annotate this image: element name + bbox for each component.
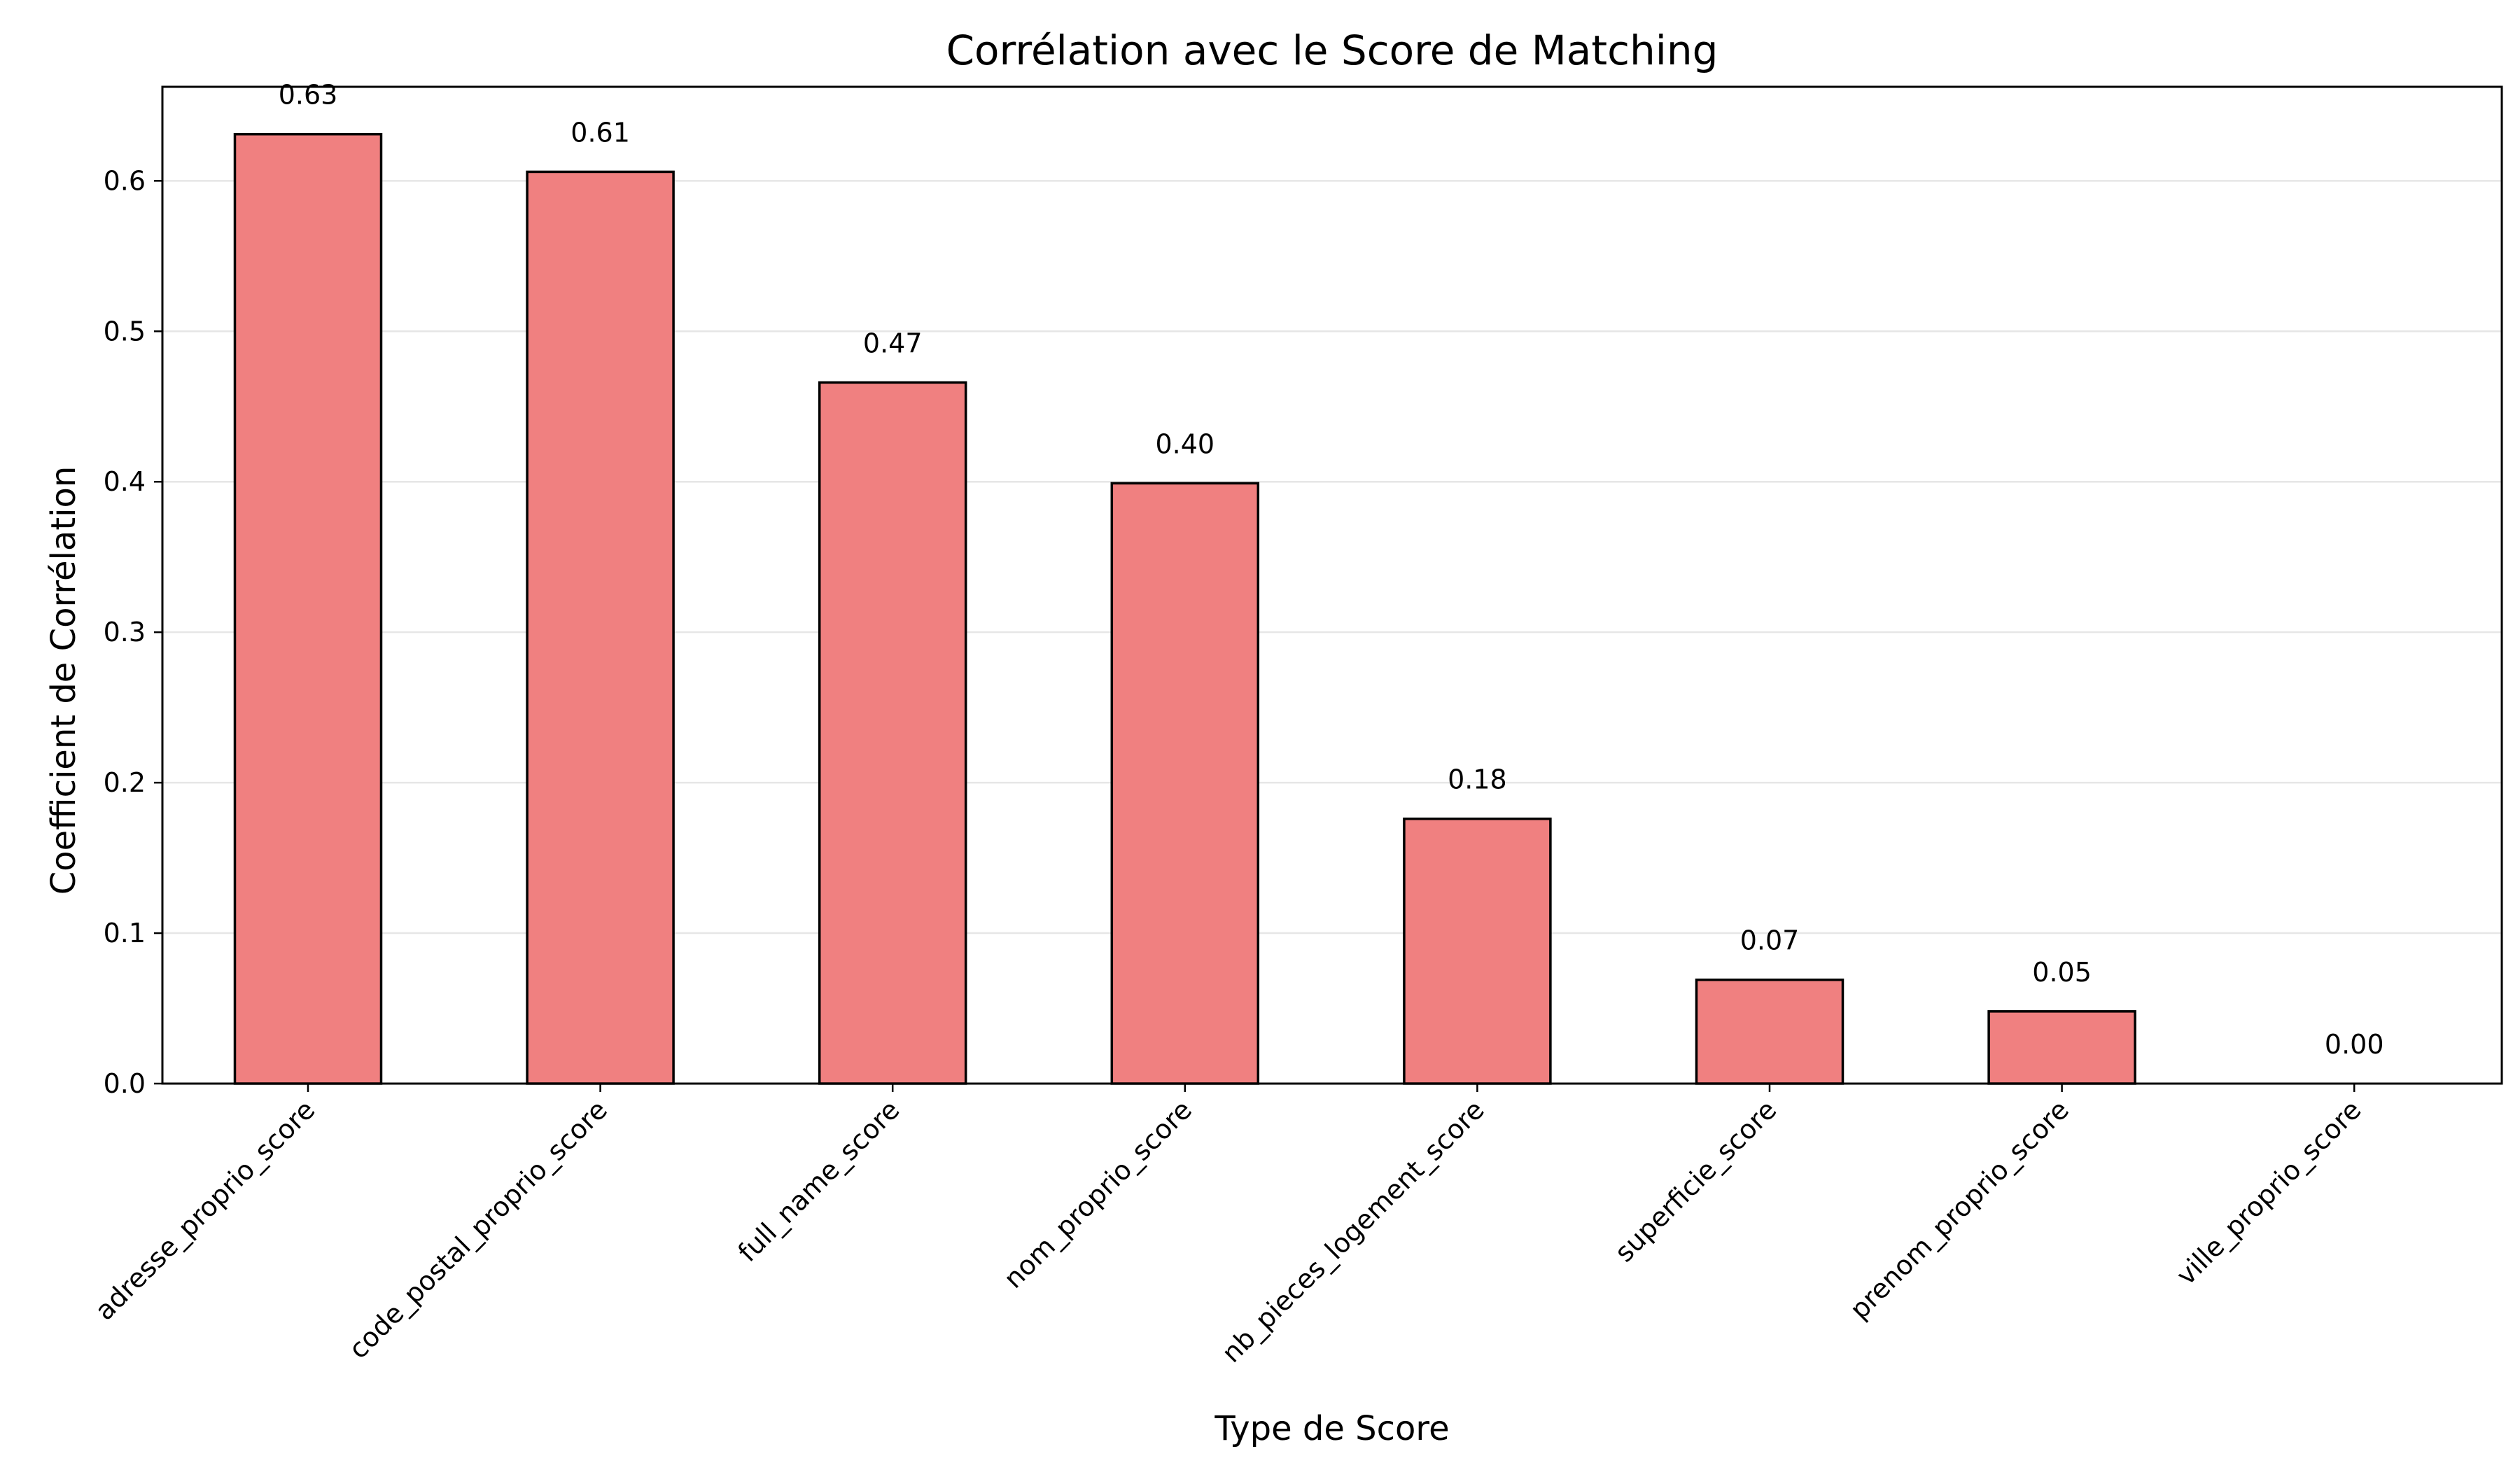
value-label-superficie_score: 0.07	[1740, 925, 1800, 956]
chart-title: Corrélation avec le Score de Matching	[946, 27, 1718, 74]
value-label-ville_proprio_score: 0.00	[2325, 1029, 2384, 1060]
y-tick-label: 0.4	[104, 466, 146, 497]
bar-superficie_score	[1695, 978, 1844, 1085]
plot-frame	[161, 85, 2503, 1085]
y-tick-label: 0.1	[104, 918, 146, 948]
value-label-prenom_proprio_score: 0.05	[2032, 957, 2092, 988]
value-label-nom_proprio_score: 0.40	[1155, 428, 1214, 459]
bar-full_name_score	[818, 381, 967, 1085]
y-tick-label: 0.2	[104, 767, 146, 798]
bar-prenom_proprio_score	[1987, 1010, 2136, 1085]
value-label-code_postal_proprio_score: 0.61	[570, 117, 630, 148]
bar-adresse_proprio_score	[233, 132, 383, 1085]
value-label-full_name_score: 0.47	[863, 328, 923, 358]
y-tick-label: 0.3	[104, 617, 146, 648]
y-tick-label: 0.0	[104, 1068, 146, 1099]
bar-nb_pieces_logement_score	[1403, 817, 1552, 1085]
axes-layer	[154, 85, 2503, 1092]
y-tick-label: 0.6	[104, 165, 146, 196]
value-label-adresse_proprio_score: 0.63	[279, 80, 338, 111]
x-axis-label: Type de Score	[1214, 1409, 1449, 1448]
y-axis-label: Coefficient de Corrélation	[44, 466, 83, 895]
y-tick-label: 0.5	[104, 316, 146, 346]
bar-nom_proprio_score	[1110, 482, 1260, 1085]
value-label-nb_pieces_logement_score: 0.18	[1448, 764, 1507, 795]
bar-code_postal_proprio_score	[526, 170, 675, 1085]
